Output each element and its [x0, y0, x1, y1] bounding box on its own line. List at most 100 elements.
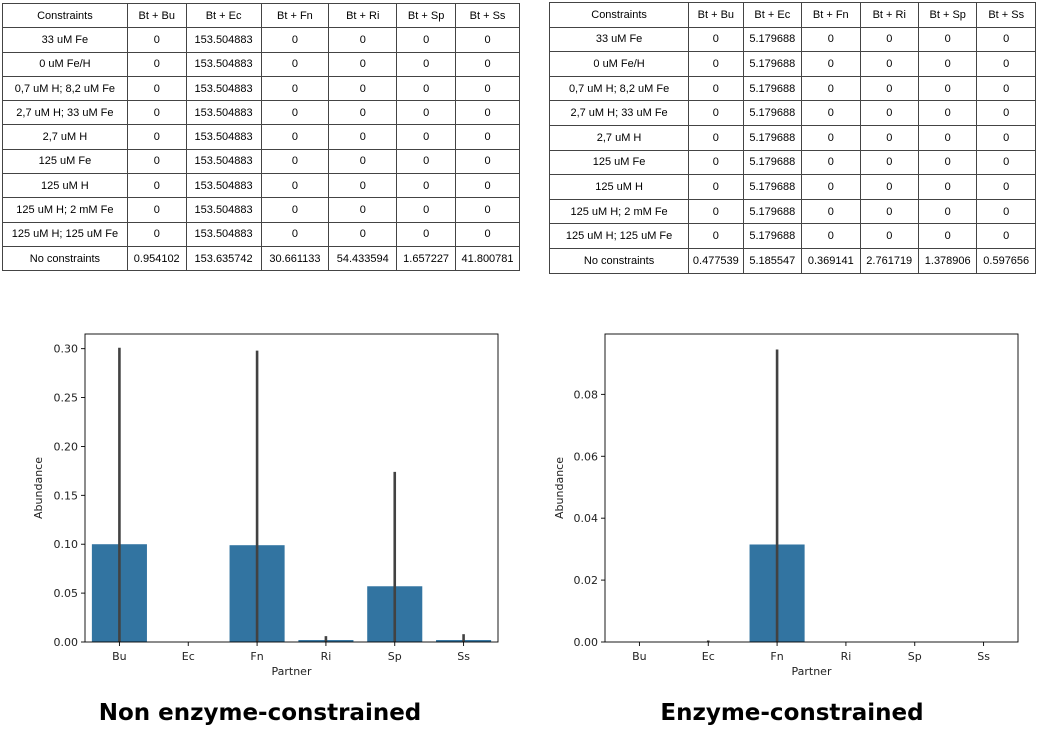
table-header-cell: Bt + Ss [976, 2, 1036, 28]
table-cell: 0 [396, 197, 457, 223]
table-row: 125 uM H; 125 uM Fe 0 153.504883 0 0 0 0 [2, 221, 520, 247]
table-cell: 0 [260, 75, 330, 102]
table-cell: 0 [260, 197, 330, 223]
table-row-label: No constraints [548, 247, 690, 274]
x-tick-label: Ec [182, 650, 195, 663]
table-row: 2,7 uM H 0 153.504883 0 0 0 0 [2, 124, 520, 150]
table-row: 125 uM H 0 5.179688 0 0 0 0 [548, 174, 1036, 200]
table-row-label: 0 uM Fe/H [2, 51, 128, 77]
y-axis-label: Abundance [553, 457, 566, 519]
table-cell: 0 [328, 27, 398, 53]
table-row-label: 0,7 uM H; 8,2 uM Fe [2, 75, 128, 102]
table-cell: 0.369141 [801, 247, 861, 274]
table-cell: 0 [328, 221, 398, 247]
table-header-cell: Bt + Sp [396, 2, 457, 29]
table-cell: 5.179688 [742, 100, 803, 126]
table-header-cell: Bt + Ss [455, 2, 520, 29]
y-axis-label: Abundance [32, 457, 45, 519]
table-cell: 5.179688 [742, 198, 803, 225]
table-cell: 0 [260, 124, 330, 150]
table-cell: 0 [260, 27, 330, 53]
table-cell: 0 [126, 221, 187, 247]
table-row-label: 2,7 uM H; 33 uM Fe [548, 100, 690, 126]
table-cell: 0 [801, 149, 861, 176]
table-cell: 153.504883 [185, 51, 262, 77]
table-row: No constraints 0.954102 153.635742 30.66113… [2, 245, 520, 272]
table-cell: 5.179688 [742, 174, 803, 200]
table-row-label: 2,7 uM H [548, 124, 690, 151]
table-cell: 0 [126, 173, 187, 199]
y-tick-label: 0.00 [574, 636, 599, 649]
table-cell: 0 [976, 51, 1036, 77]
table-cell: 0 [396, 124, 457, 150]
table-row-label: 125 uM H [548, 174, 690, 200]
x-tick-label: Fn [770, 650, 783, 663]
table-cell: 0 [859, 124, 919, 151]
table-cell: 153.504883 [185, 27, 262, 53]
x-axis-label: Partner [272, 665, 312, 678]
table-row-label: 125 uM H; 125 uM Fe [2, 221, 128, 247]
table-header-cell: Bt + Bu [688, 2, 744, 28]
table-row-label: 2,7 uM H; 33 uM Fe [2, 100, 128, 126]
table-cell: 0 [328, 51, 398, 77]
table-header-cell: Bt + Fn [260, 2, 330, 29]
table-header-cell: Bt + Ec [185, 2, 262, 29]
table-row: 2,7 uM H; 33 uM Fe 0 153.504883 0 0 0 0 [2, 100, 520, 126]
table-cell: 0 [917, 26, 978, 53]
table-cell: 0 [455, 221, 520, 247]
table-row-label: 125 uM H; 125 uM Fe [548, 223, 690, 249]
y-tick-label: 0.25 [54, 392, 79, 405]
table-row-label: 0,7 uM H; 8,2 uM Fe [548, 75, 690, 102]
table-cell: 0.597656 [976, 247, 1036, 274]
y-tick-label: 0.04 [574, 512, 599, 525]
y-tick-label: 0.15 [54, 489, 79, 502]
table-cell: 0 [801, 100, 861, 126]
table-cell: 0 [260, 51, 330, 77]
table-cell: 0 [126, 197, 187, 223]
y-tick-label: 0.30 [54, 343, 79, 356]
table-cell: 153.504883 [185, 75, 262, 102]
table-row-label: No constraints [2, 245, 128, 272]
table-cell: 0 [976, 174, 1036, 200]
table-cell: 0 [688, 124, 744, 151]
table-cell: 0 [801, 26, 861, 53]
table-cell: 0 [859, 51, 919, 77]
table-cell: 0 [917, 75, 978, 102]
x-axis-label: Partner [792, 665, 832, 678]
x-tick-label: Ec [702, 650, 715, 663]
table-row-label: 125 uM H; 2 mM Fe [2, 197, 128, 223]
table-row: 125 uM Fe 0 5.179688 0 0 0 0 [548, 149, 1036, 176]
table-row-label: 125 uM Fe [548, 149, 690, 176]
table-cell: 0 [688, 26, 744, 53]
table-cell: 0 [328, 173, 398, 199]
table-cell: 0 [917, 51, 978, 77]
x-tick-label: Bu [632, 650, 647, 663]
table-cell: 0 [917, 124, 978, 151]
table-cell: 0 [688, 198, 744, 225]
y-tick-label: 0.00 [54, 636, 79, 649]
results-table-enzyme: Constraints Bt + Bu Bt + Ec Bt + Fn Bt + Ri B… [548, 2, 1036, 274]
table-cell: 0 [859, 174, 919, 200]
table-row-label: 125 uM H; 2 mM Fe [548, 198, 690, 225]
plot-frame [84, 333, 499, 643]
table-cell: 30.661133 [260, 245, 330, 272]
table-cell: 5.179688 [742, 75, 803, 102]
y-tick-label: 0.20 [54, 440, 79, 453]
table-cell: 153.504883 [185, 100, 262, 126]
table-cell: 0 [396, 221, 457, 247]
table-cell: 0 [976, 26, 1036, 53]
table-cell: 0 [801, 174, 861, 200]
table-row: 2,7 uM H 0 5.179688 0 0 0 0 [548, 124, 1036, 151]
table-row: 125 uM H; 2 mM Fe 0 153.504883 0 0 0 0 [2, 197, 520, 223]
table-cell: 5.179688 [742, 124, 803, 151]
y-tick-label: 0.02 [574, 574, 599, 587]
table-cell: 0 [917, 174, 978, 200]
table-cell: 153.504883 [185, 173, 262, 199]
table-cell: 0 [396, 148, 457, 175]
table-row: 0 uM Fe/H 0 153.504883 0 0 0 0 [2, 51, 520, 77]
table-cell: 153.504883 [185, 124, 262, 150]
x-tick-label: Bu [112, 650, 127, 663]
table-cell: 0 [976, 75, 1036, 102]
y-tick-label: 0.10 [54, 538, 79, 551]
table-cell: 0 [328, 75, 398, 102]
